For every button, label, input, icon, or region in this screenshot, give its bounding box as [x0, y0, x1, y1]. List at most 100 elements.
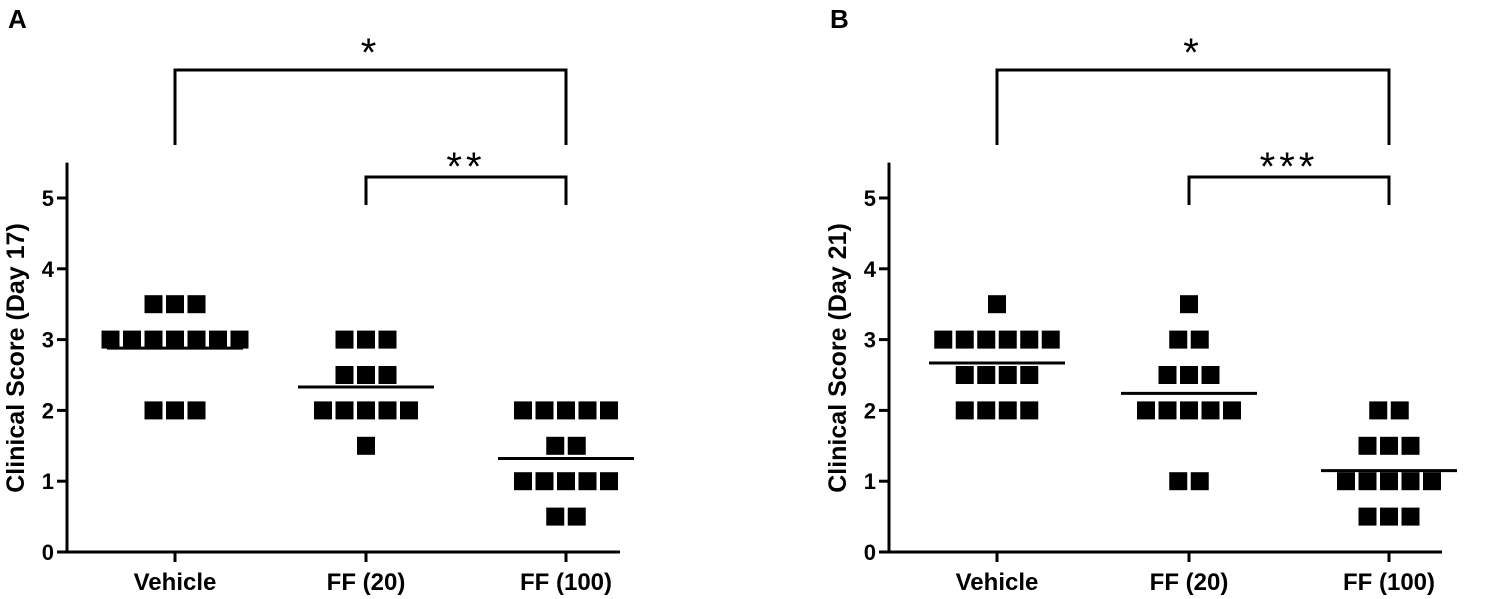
data-point — [1020, 330, 1039, 349]
data-point — [1180, 366, 1198, 384]
x-tick-label: FF (20) — [327, 569, 406, 596]
x-tick-label: Vehicle — [134, 569, 217, 596]
data-point — [1369, 401, 1388, 420]
data-point — [123, 330, 141, 349]
data-point — [357, 330, 375, 349]
data-point — [578, 472, 597, 491]
panel-letter-a: A — [8, 4, 27, 34]
data-point — [314, 401, 332, 420]
data-point — [977, 330, 996, 349]
data-point — [166, 295, 184, 314]
data-point — [1169, 330, 1188, 349]
y-tick-label: 1 — [864, 469, 876, 494]
data-point — [1180, 295, 1198, 314]
data-point — [998, 330, 1017, 349]
data-point — [1401, 436, 1420, 455]
data-point — [378, 366, 397, 384]
data-point — [1020, 401, 1039, 420]
data-point — [166, 401, 184, 420]
data-point — [1401, 472, 1420, 491]
data-point — [1380, 436, 1398, 455]
x-tick-label: FF (100) — [520, 569, 612, 596]
data-point — [1201, 401, 1220, 420]
data-point — [535, 401, 554, 420]
y-tick-label: 0 — [42, 540, 54, 565]
data-point — [1358, 507, 1377, 526]
data-point — [230, 330, 249, 349]
y-tick-label: 4 — [42, 257, 55, 282]
data-point — [1158, 401, 1177, 420]
data-point — [567, 436, 586, 455]
significance-bracket — [1187, 175, 1391, 205]
data-point — [1137, 401, 1155, 420]
significance-label: * — [1183, 31, 1203, 75]
y-tick-label: 5 — [864, 186, 876, 211]
significance-bracket — [995, 68, 1391, 145]
y-tick-label: 0 — [864, 540, 876, 565]
data-point — [166, 330, 184, 349]
panel-a: A Clinical Score (Day 17) 0 1 2 3 4 5 Vehicle F… — [2, 4, 634, 596]
data-point — [335, 330, 354, 349]
data-point — [514, 401, 532, 420]
data-point — [335, 401, 354, 420]
x-tick-label: Vehicle — [956, 569, 1039, 596]
significance-label: *** — [1260, 145, 1319, 189]
x-tick-label: FF (100) — [1343, 569, 1435, 596]
data-point — [187, 295, 206, 314]
data-point — [535, 472, 554, 491]
data-point — [1223, 401, 1241, 420]
y-tick-label: 4 — [864, 257, 877, 282]
data-point — [400, 401, 418, 420]
data-point — [955, 330, 974, 349]
data-point — [557, 472, 575, 491]
data-point — [1358, 472, 1377, 491]
data-point — [1390, 401, 1409, 420]
data-point — [988, 295, 1006, 314]
panel-letter-b: B — [830, 4, 849, 34]
data-point — [1380, 507, 1398, 526]
data-point — [1158, 366, 1177, 384]
data-point — [144, 295, 163, 314]
data-point — [1169, 472, 1188, 491]
data-point — [144, 401, 163, 420]
data-point — [514, 472, 532, 491]
data-point — [357, 436, 375, 455]
data-point — [546, 436, 565, 455]
data-point — [101, 330, 120, 349]
data-point — [1190, 330, 1209, 349]
data-point — [977, 366, 996, 384]
data-point — [998, 401, 1017, 420]
data-point — [187, 330, 206, 349]
panel-b: B Clinical Score (Day 21) 0 1 2 3 4 5 Vehicle F… — [824, 4, 1457, 596]
significance-label: ** — [446, 145, 485, 189]
y-tick-label: 3 — [864, 328, 876, 353]
data-point — [934, 330, 953, 349]
data-point — [1380, 472, 1398, 491]
data-point — [546, 507, 565, 526]
data-point — [998, 366, 1017, 384]
data-point — [144, 330, 163, 349]
y-tick-label: 1 — [42, 469, 54, 494]
data-point — [567, 507, 586, 526]
y-axis-label: Clinical Score (Day 21) — [824, 223, 852, 493]
y-tick-label: 2 — [42, 398, 54, 423]
data-point — [1337, 472, 1355, 491]
data-point — [1020, 366, 1039, 384]
data-point — [209, 330, 227, 349]
data-point — [977, 401, 996, 420]
data-point — [557, 401, 575, 420]
x-tick-label: FF (20) — [1150, 569, 1229, 596]
significance-bracket — [364, 175, 568, 205]
y-tick-label: 2 — [864, 398, 876, 423]
data-point — [1190, 472, 1209, 491]
data-point — [955, 366, 974, 384]
data-point — [1041, 330, 1060, 349]
data-point — [1423, 472, 1441, 491]
data-point — [600, 472, 618, 491]
data-point — [335, 366, 354, 384]
data-point — [378, 401, 397, 420]
data-point — [357, 401, 375, 420]
data-point — [187, 401, 206, 420]
data-point — [378, 330, 397, 349]
